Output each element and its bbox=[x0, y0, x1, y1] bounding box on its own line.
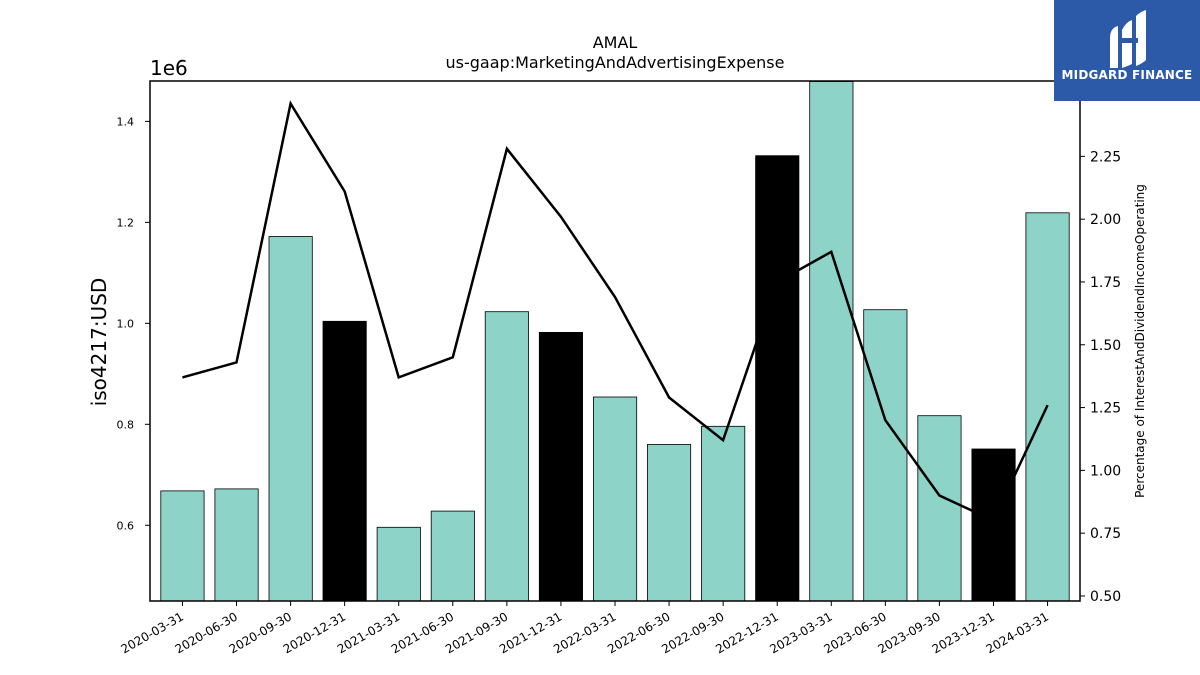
bar-2020-09-30 bbox=[268, 236, 313, 602]
y2-tick-label: 0.50 bbox=[1090, 589, 1121, 605]
y2-tick-label: 2.25 bbox=[1090, 149, 1121, 165]
chart-subtitle: us-gaap:MarketingAndAdvertisingExpense bbox=[446, 53, 785, 72]
bar-2023-09-30 bbox=[917, 415, 962, 602]
line-layer bbox=[182, 100, 1049, 523]
y2-tick-label: 1.50 bbox=[1090, 338, 1121, 354]
y2-axis-label: Percentage of InterestAndDividendIncomeO… bbox=[1133, 184, 1147, 498]
bar-2022-12-31 bbox=[755, 155, 800, 602]
y-tick-label: 0.6 bbox=[117, 519, 135, 532]
y-tick-label: 1.0 bbox=[117, 317, 135, 330]
logo-text: MIDGARD FINANCE bbox=[1061, 68, 1193, 82]
ratio-line bbox=[182, 100, 1049, 523]
bar-2023-03-31 bbox=[809, 81, 854, 602]
y-tick-label: 1.2 bbox=[117, 216, 135, 229]
y2-tick-label: 1.25 bbox=[1090, 401, 1121, 417]
y2-tick-label: 0.75 bbox=[1090, 526, 1121, 542]
bar-2023-12-31 bbox=[971, 448, 1016, 602]
bar-2021-09-30 bbox=[484, 311, 529, 602]
bar-2022-06-30 bbox=[647, 444, 692, 602]
y-axis-label: iso4217:USD bbox=[87, 278, 111, 407]
bars-layer bbox=[160, 81, 1070, 602]
y-tick-label: 0.8 bbox=[117, 418, 135, 431]
y2-tick-label: 1.75 bbox=[1090, 275, 1121, 291]
y2-tick-label: 1.00 bbox=[1090, 463, 1121, 479]
bar-2021-12-31 bbox=[538, 331, 583, 602]
bar-2021-03-31 bbox=[376, 526, 421, 602]
bar-2020-03-31 bbox=[160, 490, 205, 602]
bar-2021-06-30 bbox=[430, 510, 475, 602]
midgard-logo-icon bbox=[1110, 10, 1146, 68]
bar-2020-06-30 bbox=[214, 488, 259, 602]
y-tick-label: 1.4 bbox=[117, 115, 135, 128]
y-offset-label: 1e6 bbox=[150, 56, 188, 80]
bar-2020-12-31 bbox=[322, 320, 367, 602]
bar-2022-09-30 bbox=[701, 425, 746, 602]
chart-title: AMAL bbox=[593, 33, 638, 52]
brand-logo: MIDGARD FINANCE bbox=[1054, 0, 1200, 101]
y2-tick-label: 2.00 bbox=[1090, 212, 1121, 228]
bar-2022-03-31 bbox=[593, 396, 638, 602]
bar-2023-06-30 bbox=[863, 309, 908, 602]
